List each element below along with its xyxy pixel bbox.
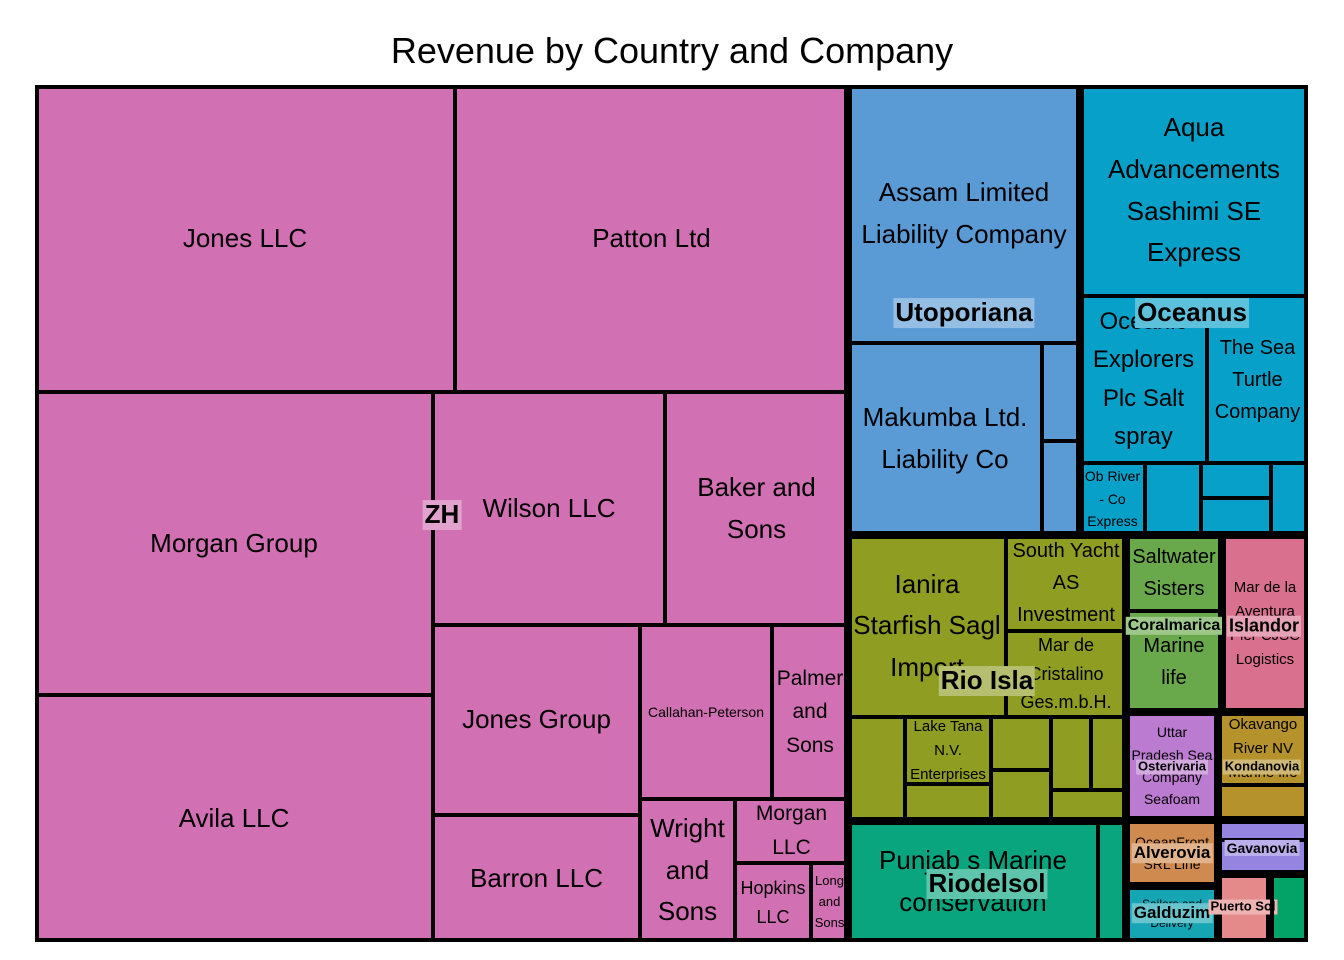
treemap-cell-rio-isla-8 [905, 784, 991, 821]
treemap-cell-avila-llc: Avila LLC [35, 695, 433, 942]
treemap-cell-rio-isla-9 [991, 770, 1051, 821]
treemap-group-label: Galduzim [1131, 903, 1213, 923]
treemap-group-label: Riodelsol [926, 868, 1048, 899]
treemap-cell-label: Jones Group [462, 704, 611, 735]
treemap-cell-utoporiana-2 [1042, 343, 1080, 441]
treemap-cell-wilson-llc: Wilson LLC [433, 392, 665, 625]
treemap-cell-hopkins-llc: Hopkins LLC [735, 863, 811, 942]
treemap-cell-patton-ltd: Patton Ltd [455, 85, 848, 392]
treemap-cell-baker-and-sons: Baker and Sons [665, 392, 848, 625]
treemap-cell-label: Ianira Starfish Sagl Import [853, 568, 1001, 682]
treemap-group-label: Coralmarica [1125, 616, 1223, 636]
treemap-cell-riodelsol-1 [1098, 821, 1126, 942]
treemap-cell-label: Morgan LLC [755, 802, 828, 859]
treemap-group-label: Alverovia [1131, 843, 1213, 863]
treemap-group-label: Kondanovia [1222, 758, 1302, 775]
treemap-cell-utoporiana-3 [1042, 441, 1080, 535]
treemap-cell-label: Aqua Advancements Sashimi SE Express [1108, 112, 1280, 268]
treemap-cell-label: Wright and Sons [650, 813, 725, 927]
treemap-cell-oceanus-4 [1145, 463, 1201, 535]
treemap-cell-assam-limited-liability-company: Assam Limited Liability Company [848, 85, 1080, 343]
treemap-cell-jones-group: Jones Group [433, 625, 640, 815]
treemap-cell-kondanovia-1 [1218, 785, 1308, 820]
treemap-cell-ob-river-co-express: Ob River - Co Express [1080, 463, 1145, 535]
treemap-cell-label: Callahan-Peterson [648, 703, 764, 720]
treemap-group-label: Gavanovia [1224, 839, 1300, 857]
treemap-cell-label: Ob River - Co Express [1084, 468, 1141, 530]
treemap-cell-gavanovia-0 [1218, 820, 1308, 840]
treemap-cell-palmer-and-sons: Palmer and Sons [772, 625, 848, 799]
treemap-cell-the-sea-turtle-company: The Sea Turtle Company [1207, 296, 1308, 463]
treemap-cell-label: Marine life [1143, 634, 1205, 689]
treemap-cell-label: Saltwater Sisters [1132, 546, 1216, 600]
treemap-group-label: Oceanus [1135, 297, 1249, 328]
treemap-cell-label: Morgan Group [150, 527, 318, 558]
treemap-cell-rio-isla-5 [991, 717, 1051, 770]
treemap-cell-rio-isla-10 [1051, 790, 1126, 821]
treemap-cell-rio-isla-6 [1051, 717, 1091, 790]
treemap-cell-long-and-sons: Long and Sons [811, 863, 848, 942]
treemap-cell-label: Palmer and Sons [776, 666, 844, 757]
treemap-cell-label: Patton Ltd [592, 222, 711, 253]
treemap-cell-label: Barron LLC [470, 862, 603, 893]
treemap-group-label: Osterivaria [1136, 758, 1208, 775]
treemap-cell-barron-llc: Barron LLC [433, 815, 640, 942]
treemap-group-label: ZH [422, 499, 462, 530]
treemap-cell-jones-llc: Jones LLC [35, 85, 455, 392]
treemap-cell-lake-tana-n-v-enterprises: Lake Tana N.V. Enterprises [905, 717, 991, 784]
treemap-cell-south-yacht-as-investment: South Yacht AS Investment [1006, 535, 1126, 631]
treemap-cell-morgan-llc: Morgan LLC [735, 799, 848, 863]
treemap-group-label: Puerto Sol [1208, 898, 1278, 915]
chart-title: Revenue by Country and Company [390, 30, 954, 71]
treemap-cell-oceanus-6 [1201, 498, 1271, 535]
treemap-group-label: Islandor [1226, 615, 1302, 637]
treemap-cell-label: Assam Limited Liability Company [861, 177, 1067, 249]
treemap-cell-makumba-ltd-liability-co: Makumba Ltd. Liability Co [848, 343, 1042, 535]
treemap-group-label: Rio Isla [938, 665, 1036, 696]
treemap-cell-label: Mar de Cristalino Ges.m.b.H. [1020, 634, 1112, 713]
treemap-cell-saltwater-sisters: Saltwater Sisters [1126, 535, 1222, 611]
treemap-cell-mar-de-cristalino-ges-m-b-h: Mar de Cristalino Ges.m.b.H. [1006, 631, 1126, 717]
treemap-cell-rio-isla-7 [1091, 717, 1126, 790]
treemap-cell-label: Makumba Ltd. Liability Co [862, 402, 1028, 474]
treemap-cell-label: Long and Sons [814, 873, 845, 930]
treemap-cell-label: Avila LLC [178, 802, 290, 833]
treemap-cell-label: Hopkins LLC [740, 877, 806, 927]
treemap-cell-ianira-starfish-sagl-import: Ianira Starfish Sagl Import [848, 535, 1006, 717]
treemap-cell-oceanus-5 [1201, 463, 1271, 498]
treemap-cell-label: The Sea Turtle Company [1214, 336, 1301, 423]
treemap-cell-label: Wilson LLC [482, 492, 616, 523]
treemap-cell-morgan-group: Morgan Group [35, 392, 433, 695]
treemap-cell-label: Baker and Sons [697, 471, 816, 544]
treemap-cell-label: Lake Tana N.V. Enterprises [910, 719, 986, 782]
treemap-cell-oceanus-7 [1271, 463, 1308, 535]
treemap-cell-label: South Yacht AS Investment [1012, 540, 1120, 626]
treemap-cell-rio-isla-3 [848, 717, 905, 821]
treemap-group-label: Utoporiana [893, 297, 1035, 328]
treemap-cell-label: Jones LLC [182, 222, 308, 253]
treemap-cell-aqua-advancements-sashimi-se-express: Aqua Advancements Sashimi SE Express [1080, 85, 1308, 296]
treemap-cell-callahan-peterson: Callahan-Peterson [640, 625, 772, 799]
treemap-cell-wright-and-sons: Wright and Sons [640, 799, 735, 942]
